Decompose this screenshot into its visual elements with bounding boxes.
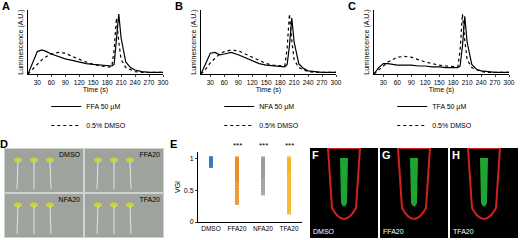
svg-text:FFA20: FFA20 (383, 228, 404, 235)
svg-text:NFA20: NFA20 (59, 196, 81, 203)
svg-text:FFA20: FFA20 (227, 225, 247, 232)
svg-text:270: 270 (144, 79, 155, 86)
svg-text:NFA20: NFA20 (253, 225, 273, 232)
svg-text:0.5% DMSO: 0.5% DMSO (432, 122, 471, 129)
svg-text:60: 60 (48, 79, 56, 86)
svg-text:0.5% DMSO: 0.5% DMSO (259, 122, 298, 129)
svg-text:0.5: 0.5 (184, 187, 194, 194)
svg-text:150: 150 (261, 79, 272, 86)
svg-text:30: 30 (380, 79, 388, 86)
svg-text:270: 270 (490, 79, 501, 86)
svg-text:TFA20: TFA20 (279, 225, 299, 232)
svg-text:240: 240 (303, 79, 314, 86)
svg-text:Luminescence (A.U.): Luminescence (A.U.) (190, 9, 198, 74)
svg-text:240: 240 (130, 79, 141, 86)
svg-text:0: 0 (190, 218, 194, 225)
svg-text:1: 1 (190, 155, 194, 162)
html-text:G: G (382, 149, 391, 161)
svg-text:0.5% DMSO: 0.5% DMSO (86, 122, 125, 129)
svg-text:DMSO: DMSO (313, 228, 335, 235)
svg-text:Time (s): Time (s) (429, 86, 454, 94)
html-text:H: H (452, 149, 460, 161)
html-text:A: A (2, 0, 10, 12)
html-text:F: F (312, 149, 319, 161)
svg-text:90: 90 (235, 79, 243, 86)
svg-text:DMSO: DMSO (201, 225, 221, 232)
svg-text:210: 210 (289, 79, 300, 86)
svg-text:TFA20: TFA20 (139, 196, 160, 203)
svg-text:FFA 50 µM: FFA 50 µM (86, 103, 120, 111)
svg-text:30: 30 (207, 79, 215, 86)
svg-text:180: 180 (275, 79, 286, 86)
svg-text:150: 150 (434, 79, 445, 86)
svg-text:240: 240 (476, 79, 487, 86)
html-text:B: B (175, 0, 183, 12)
svg-text:NFA 50 µM: NFA 50 µM (259, 103, 294, 111)
svg-text:30: 30 (34, 79, 42, 86)
svg-text:FFA20: FFA20 (139, 151, 160, 158)
svg-text:TFA20: TFA20 (453, 228, 474, 235)
svg-text:300: 300 (331, 79, 342, 86)
svg-text:***: *** (285, 141, 294, 150)
svg-text:210: 210 (462, 79, 473, 86)
svg-text:VGI: VGI (174, 181, 181, 193)
svg-text:180: 180 (448, 79, 459, 86)
svg-text:210: 210 (116, 79, 127, 86)
svg-text:150: 150 (88, 79, 99, 86)
svg-text:120: 120 (247, 79, 258, 86)
html-text:E: E (170, 138, 178, 150)
svg-text:Luminescence (A.U.): Luminescence (A.U.) (363, 9, 371, 74)
svg-text:120: 120 (74, 79, 85, 86)
svg-text:270: 270 (317, 79, 328, 86)
svg-text:***: *** (233, 141, 242, 150)
svg-text:300: 300 (158, 79, 169, 86)
svg-text:DMSO: DMSO (59, 151, 81, 158)
svg-text:60: 60 (221, 79, 229, 86)
svg-text:120: 120 (420, 79, 431, 86)
svg-text:300: 300 (504, 79, 515, 86)
svg-text:Time (s): Time (s) (83, 86, 108, 94)
svg-text:60: 60 (394, 79, 402, 86)
svg-text:90: 90 (62, 79, 70, 86)
html-text:D: D (0, 138, 8, 150)
svg-text:***: *** (259, 141, 268, 150)
svg-text:Luminescence (A.U.): Luminescence (A.U.) (17, 9, 25, 74)
svg-text:TFA 50 µM: TFA 50 µM (432, 103, 466, 111)
svg-text:90: 90 (408, 79, 416, 86)
html-text:C: C (348, 0, 356, 12)
svg-text:180: 180 (102, 79, 113, 86)
svg-text:Time (s): Time (s) (256, 86, 281, 94)
